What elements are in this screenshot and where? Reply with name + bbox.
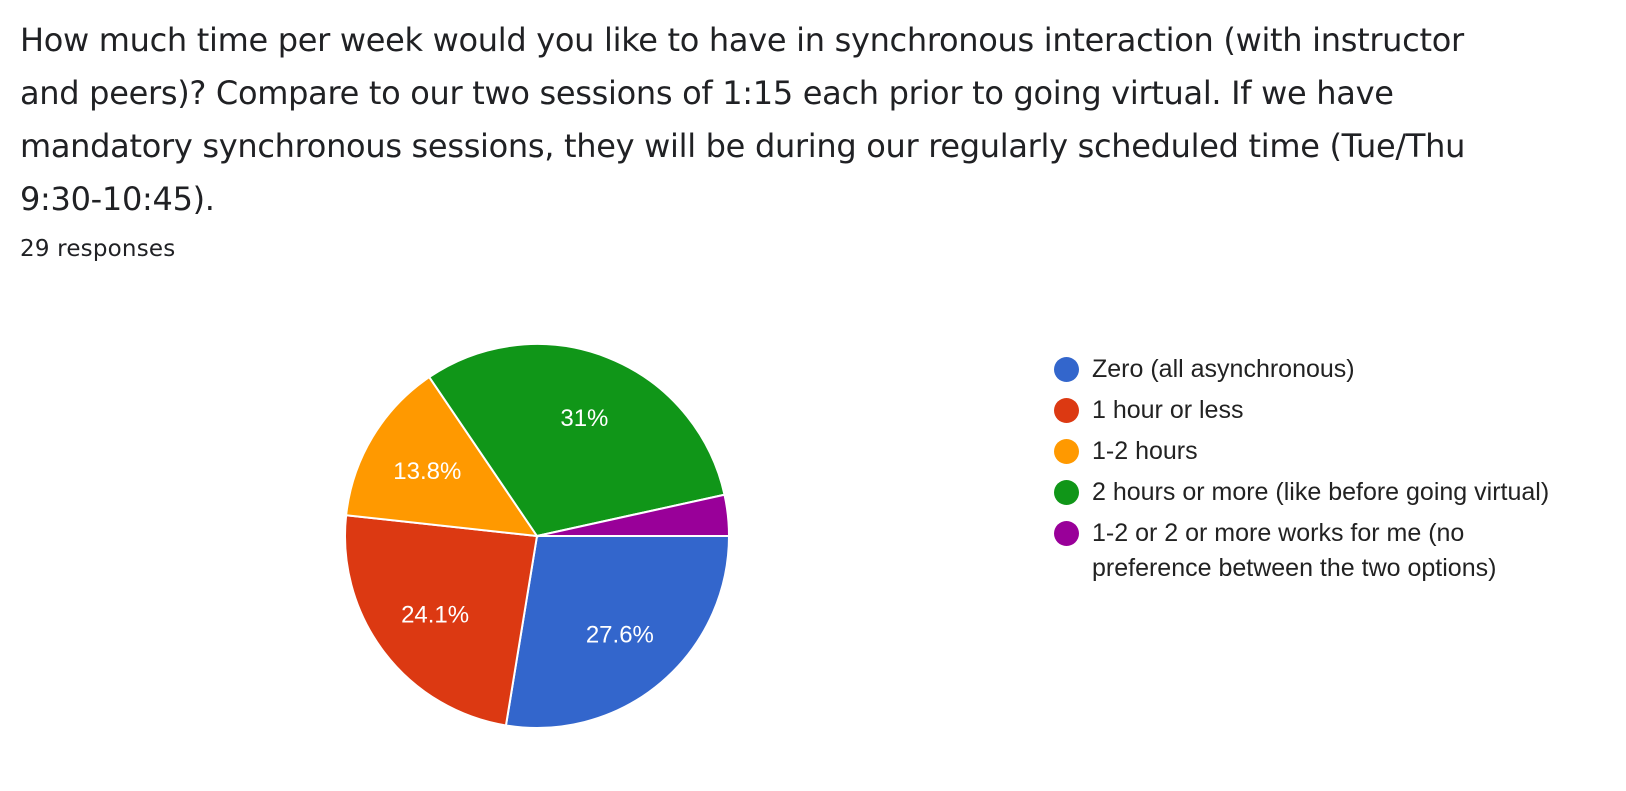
pie-slice-zero: [504, 535, 731, 729]
chart-legend: Zero (all asynchronous) 1 hour or less 1-2…: [1054, 352, 1574, 592]
legend-item-zero: Zero (all asynchronous): [1054, 352, 1574, 387]
pie-slice-no-preference: [536, 493, 731, 537]
pie-slice-two-hours-or-more: [427, 343, 726, 538]
legend-swatch-one-to-two-hours: [1054, 439, 1079, 464]
pie-slice-one-to-two-hours: [345, 375, 540, 538]
pie-label-one-hour-or-less: 24.1%: [401, 601, 469, 628]
pie-label-one-to-two-hours: 13.8%: [393, 458, 461, 485]
legend-swatch-no-preference: [1054, 521, 1079, 546]
legend-swatch-two-hours-or-more: [1054, 480, 1079, 505]
legend-label-one-hour-or-less: 1 hour or less: [1092, 396, 1244, 424]
legend-item-one-to-two-hours: 1-2 hours: [1054, 434, 1574, 469]
legend-label-two-hours-or-more: 2 hours or more (like before going virtu…: [1092, 478, 1550, 506]
legend-swatch-one-hour-or-less: [1054, 398, 1079, 423]
legend-item-one-hour-or-less: 1 hour or less: [1054, 393, 1574, 428]
pie-label-zero: 27.6%: [586, 622, 654, 649]
legend-label-one-to-two-hours: 1-2 hours: [1092, 437, 1198, 465]
question-title: How much time per week would you like to…: [20, 21, 1466, 218]
legend-item-no-preference: 1-2 or 2 or more works for me (no prefer…: [1054, 516, 1574, 586]
legend-item-two-hours-or-more: 2 hours or more (like before going virtu…: [1054, 475, 1574, 510]
legend-swatch-zero: [1054, 357, 1079, 382]
pie-slice-one-hour-or-less: [344, 514, 539, 727]
response-count: 29 responses: [20, 236, 176, 262]
legend-label-zero: Zero (all asynchronous): [1092, 355, 1355, 383]
legend-label-no-preference: 1-2 or 2 or more works for me (no prefer…: [1092, 519, 1497, 582]
pie-label-two-hours-or-more: 31%: [560, 405, 608, 432]
